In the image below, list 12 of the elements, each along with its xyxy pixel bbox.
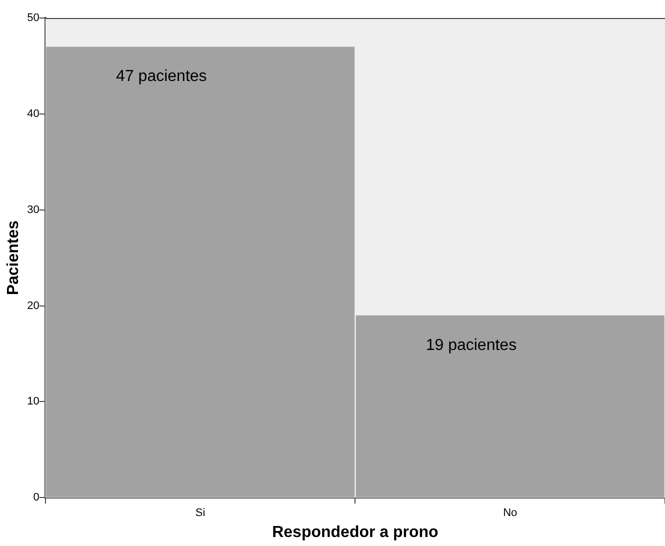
x-tick-label: Si xyxy=(195,507,206,520)
y-tick-label: 20 xyxy=(27,300,40,312)
y-tick-label: 0 xyxy=(33,492,40,504)
y-tick-label: 30 xyxy=(27,204,40,216)
y-tick-label: 40 xyxy=(27,108,40,120)
x-axis-title: Respondedor a prono xyxy=(272,524,439,541)
x-tick-label: No xyxy=(503,507,518,520)
data-label: 19 pacientes xyxy=(426,336,517,354)
y-axis-title: Pacientes xyxy=(5,220,22,296)
data-label: 47 pacientes xyxy=(116,68,207,86)
y-tick-label: 10 xyxy=(27,396,40,408)
y-tick-label: 50 xyxy=(27,12,40,24)
